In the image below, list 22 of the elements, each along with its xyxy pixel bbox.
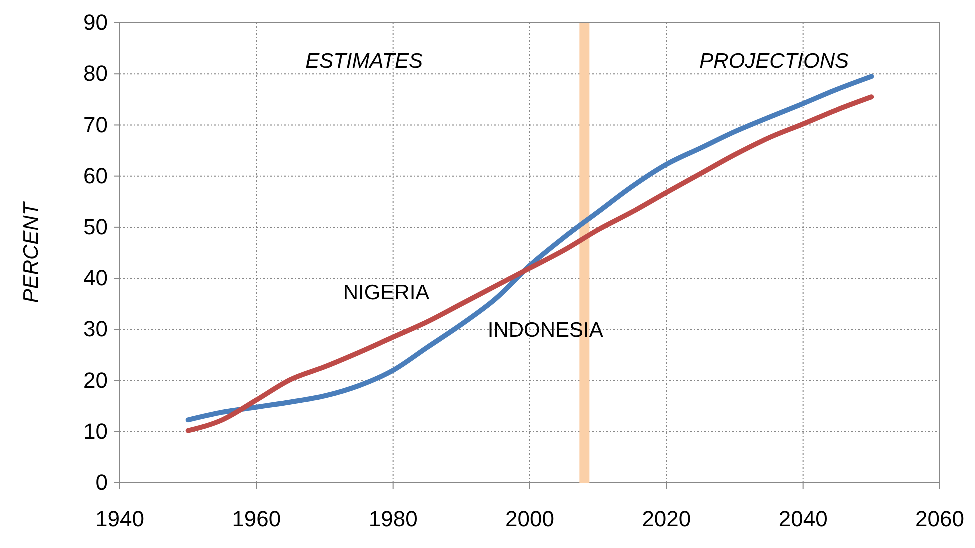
y-tick-label: 50: [84, 214, 108, 240]
y-tick-label: 80: [84, 61, 108, 86]
series-label: INDONESIA: [488, 319, 604, 342]
y-tick-label: 20: [84, 368, 108, 393]
y-axis-title: PERCENT: [20, 200, 43, 304]
y-tick-label: 70: [84, 112, 108, 138]
y-tick-label: 30: [84, 316, 108, 342]
annotation: ESTIMATES: [306, 50, 424, 73]
y-tick-label: 90: [84, 10, 108, 36]
x-tick-label: 2020: [642, 506, 692, 532]
y-tick-label: 10: [84, 418, 108, 444]
x-tick-label: 2060: [916, 506, 964, 532]
annotation: PROJECTIONS: [700, 50, 850, 73]
x-tick-label: 2000: [506, 506, 554, 532]
y-tick-label: 40: [84, 266, 108, 291]
y-tick-label: 0: [96, 470, 108, 496]
series-label: NIGERIA: [343, 281, 430, 304]
x-tick-label: 1980: [368, 506, 418, 532]
x-tick-label: 1940: [96, 506, 144, 532]
x-tick-label: 1960: [232, 506, 282, 532]
y-tick-label: 60: [84, 163, 108, 188]
x-tick-label: 2040: [778, 506, 828, 532]
